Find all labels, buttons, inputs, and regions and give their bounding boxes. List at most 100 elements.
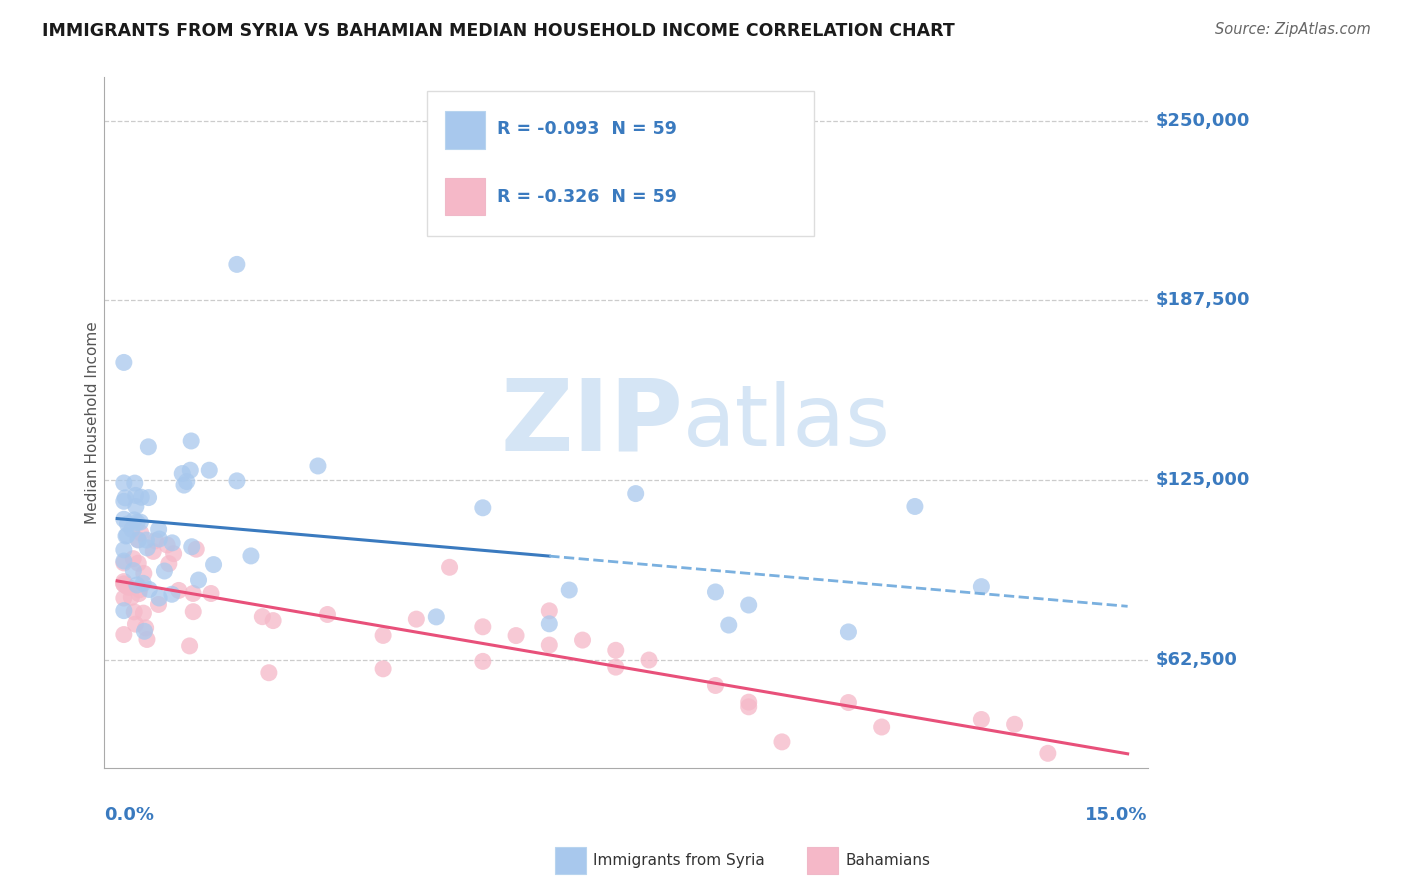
Point — [136, 632, 159, 647]
FancyBboxPatch shape — [446, 111, 485, 149]
Point — [471, 620, 494, 634]
Text: IMMIGRANTS FROM SYRIA VS BAHAMIAN MEDIAN HOUSEHOLD INCOME CORRELATION CHART: IMMIGRANTS FROM SYRIA VS BAHAMIAN MEDIAN… — [42, 22, 955, 40]
Point — [202, 558, 225, 572]
Text: 15.0%: 15.0% — [1085, 805, 1147, 823]
Point — [538, 604, 561, 618]
Point — [198, 463, 221, 477]
Point — [124, 476, 146, 491]
Point — [638, 653, 661, 667]
Point — [738, 699, 761, 714]
Point — [156, 538, 179, 552]
Point — [135, 533, 157, 547]
Point — [605, 643, 627, 657]
FancyBboxPatch shape — [427, 91, 814, 236]
Point — [134, 624, 156, 639]
Point — [225, 257, 247, 271]
Text: 0.0%: 0.0% — [104, 805, 153, 823]
Point — [112, 577, 135, 591]
Point — [605, 660, 627, 674]
Point — [127, 533, 149, 547]
Point — [132, 566, 155, 581]
Point — [122, 513, 145, 527]
Point — [200, 586, 222, 600]
FancyBboxPatch shape — [446, 178, 485, 216]
Point — [558, 582, 581, 597]
Point — [505, 629, 527, 643]
Text: R = -0.093  N = 59: R = -0.093 N = 59 — [498, 120, 678, 138]
Point — [160, 587, 183, 601]
Point — [136, 541, 159, 555]
Point — [160, 536, 183, 550]
Point — [112, 577, 135, 591]
Point — [173, 478, 195, 492]
Point — [132, 576, 155, 591]
Point — [870, 720, 893, 734]
Point — [132, 606, 155, 620]
Point — [538, 638, 561, 652]
Point — [837, 624, 859, 639]
Point — [179, 639, 201, 653]
Text: Bahamians: Bahamians — [845, 854, 929, 868]
Point — [181, 586, 204, 600]
Point — [112, 604, 135, 618]
Point — [112, 512, 135, 526]
Point — [118, 581, 141, 595]
Point — [148, 522, 170, 536]
Point — [122, 605, 145, 619]
Point — [262, 614, 284, 628]
Point — [176, 475, 198, 489]
Point — [180, 434, 202, 448]
Point — [129, 490, 152, 504]
Point — [239, 549, 262, 563]
Point — [148, 532, 170, 546]
Point — [471, 654, 494, 668]
Point — [738, 598, 761, 612]
Point — [121, 523, 143, 537]
Point — [115, 528, 138, 542]
Point — [143, 533, 166, 548]
Point — [316, 607, 339, 622]
Point — [148, 598, 170, 612]
Text: ZIP: ZIP — [501, 374, 683, 471]
Point — [180, 540, 202, 554]
Point — [112, 591, 135, 605]
Point — [307, 458, 329, 473]
Point — [538, 616, 561, 631]
Point — [167, 583, 190, 598]
Point — [117, 516, 139, 531]
Text: R = -0.326  N = 59: R = -0.326 N = 59 — [498, 188, 678, 206]
Point — [135, 621, 157, 635]
Point — [704, 678, 727, 692]
Point — [186, 542, 208, 557]
Point — [172, 467, 194, 481]
Point — [112, 574, 135, 589]
Point — [187, 573, 209, 587]
Point — [114, 491, 136, 505]
Point — [439, 560, 461, 574]
Point — [405, 612, 427, 626]
Text: $62,500: $62,500 — [1156, 651, 1237, 669]
Text: Source: ZipAtlas.com: Source: ZipAtlas.com — [1215, 22, 1371, 37]
Point — [127, 556, 149, 570]
Point — [1036, 747, 1059, 761]
Point — [127, 516, 149, 530]
Point — [371, 628, 394, 642]
Point — [112, 494, 135, 508]
Point — [624, 486, 647, 500]
Point — [124, 617, 146, 632]
Point — [122, 551, 145, 566]
Point — [112, 542, 135, 557]
Point — [181, 605, 204, 619]
Point — [571, 633, 593, 648]
Point — [425, 610, 447, 624]
Point — [125, 578, 148, 592]
Point — [138, 440, 160, 454]
Y-axis label: Median Household Income: Median Household Income — [86, 321, 100, 524]
Point — [163, 547, 186, 561]
Point — [770, 735, 793, 749]
Text: $187,500: $187,500 — [1156, 292, 1250, 310]
Point — [157, 557, 180, 571]
Point — [970, 713, 993, 727]
Point — [138, 582, 160, 597]
Point — [226, 474, 249, 488]
